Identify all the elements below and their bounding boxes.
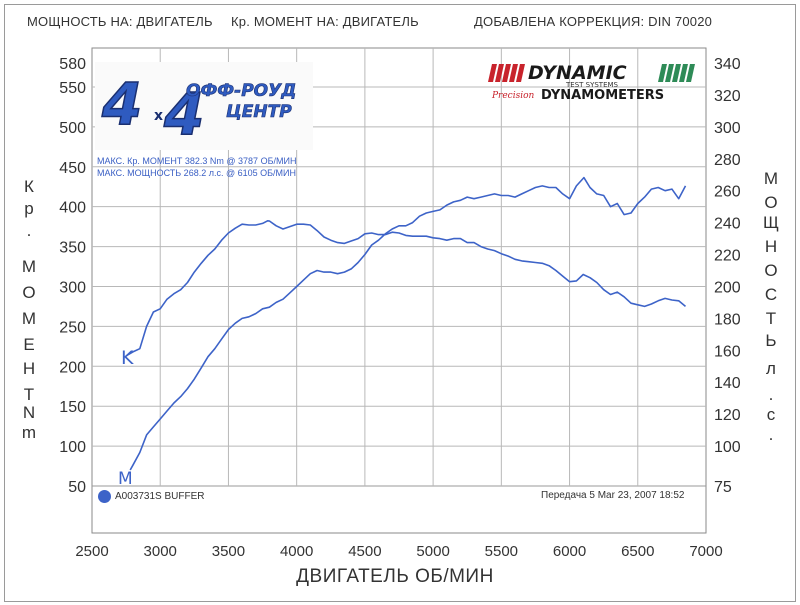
y-left-tick-label: 200 [59,359,86,376]
left-label-char: О [22,283,36,302]
logo-digit-right: 4 [163,80,204,138]
y-right-tick-label: 200 [714,279,741,296]
x-axis-label: ДВИГАТЕЛЬ ОБ/МИН [296,566,494,587]
right-label-char: . [768,425,774,444]
left-label-char: р [24,199,34,218]
max-power-text: МАКС. МОЩНОСТЬ 268.2 л.с. @ 6105 ОБ/МИН [97,168,296,178]
torque-line [125,220,687,357]
logo-text-top: ОФФ-РОУД [186,81,296,101]
power-line [129,176,687,471]
legend: A003731S BUFFER [98,490,205,503]
y-right-tick-label: 120 [714,407,741,424]
left-label-char: К [24,177,34,196]
y-left-tick-label: 450 [59,160,86,177]
right-label-char: л [766,359,776,378]
x-tick-label: 3000 [144,543,177,560]
y-right-tick-label: 220 [714,248,741,265]
right-label-char: с [766,405,776,424]
x-tick-label: 6000 [553,543,586,560]
x-tick-label: 6500 [621,543,654,560]
header-torque-on: Кр. МОМЕНТ НА: ДВИГАТЕЛЬ [231,14,419,29]
annotation-k: K [121,347,134,369]
annotation-m: M [118,469,133,489]
left-label-char: m [21,423,37,442]
x-tick-label: 7000 [689,543,722,560]
y-left-tick-label: 300 [59,279,86,296]
x-tick-label: 3500 [212,543,245,560]
left-label-char: Н [22,359,36,378]
y-left-tick-label: 580 [59,56,86,73]
left-label-char: N [22,403,36,422]
right-label-char: М [763,169,779,188]
logo-digit-left: 4 [101,70,142,138]
y-left-tick-label: 250 [59,319,86,336]
right-label-char: Ь [765,331,777,350]
y-right-tick-label: 320 [714,88,741,105]
left-label-char: М [21,309,37,328]
right-label-char: Щ [763,213,779,232]
logo-text-bottom: ЦЕНТР [226,102,292,122]
right-label-char: С [764,285,778,304]
max-torque-text: МАКС. Кр. МОМЕНТ 382.3 Nm @ 3787 ОБ/МИН [97,156,297,166]
right-label-char: Н [764,237,778,256]
offroad-logo: 4 x 4 ОФФ-РОУД ЦЕНТР [100,69,296,138]
dynamic-precision: Precision [491,91,535,101]
x-tick-label: 5000 [416,543,449,560]
y-right-tick-label: 260 [714,184,741,201]
header-power-on: МОЩНОСТЬ НА: ДВИГАТЕЛЬ [27,14,213,29]
dynamic-brand: DYNAMIC [528,62,627,84]
y-right-tick-label: 140 [714,375,741,392]
y-left-tick-label: 50 [68,479,86,496]
y-left-tick-label: 100 [59,439,86,456]
y-right-tick-label: 300 [714,120,741,137]
right-label-char: О [764,193,778,212]
y-right-tick-label: 100 [714,439,741,456]
transfer-info: Передача 5 Mar 23, 2007 18:52 [541,490,685,501]
y-left-tick-label: 500 [59,120,86,137]
left-label-char: М [21,257,37,276]
y-right-tick-label: 280 [714,152,741,169]
y-left-tick-label: 150 [59,399,86,416]
right-label-char: . [768,385,774,404]
header-correction: ДОБАВЛЕНА КОРРЕКЦИЯ: DIN 70020 [474,14,713,29]
legend-label: A003731S BUFFER [115,491,205,503]
x-tick-label: 4500 [348,543,381,560]
x-tick-label: 5500 [485,543,518,560]
x-tick-label: 2500 [75,543,108,560]
chart-frame [4,4,796,602]
y-left-tick-label: 550 [59,80,86,97]
x-tick-label: 4000 [280,543,313,560]
legend-dot-icon [98,490,111,503]
y-right-tick-label: 75 [714,479,732,496]
y-right-tick-label: 180 [714,311,741,328]
dynamic-logo: DYNAMIC TEST SYSTEMS Precision DYNAMOMET… [488,62,695,102]
y-left-tick-label: 350 [59,240,86,257]
dynamic-sub: TEST SYSTEMS [565,81,619,89]
left-label-char: . [26,221,32,240]
right-label-char: О [764,261,778,280]
y-right-tick-label: 160 [714,343,741,360]
left-label-char: Т [23,385,35,404]
left-label-char: Е [23,335,35,354]
y-right-tick-label: 340 [714,56,741,73]
max-stats: МАКС. Кр. МОМЕНТ 382.3 Nm @ 3787 ОБ/МИН … [97,155,296,179]
offroad-logo-box [95,62,313,150]
dynamic-dyno: DYNAMOMETERS [541,88,664,102]
right-label-char: Т [765,309,777,328]
y-right-tick-label: 240 [714,216,741,233]
y-left-tick-label: 400 [59,200,86,217]
logo-times: x [154,108,163,124]
